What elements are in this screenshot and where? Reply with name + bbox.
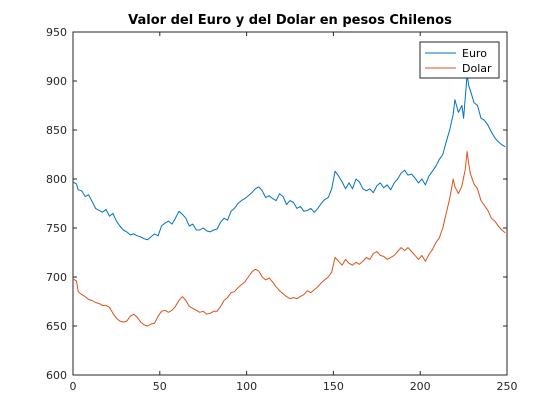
- legend-label: Euro: [462, 47, 487, 60]
- legend-label: Dolar: [462, 62, 492, 75]
- y-tick-label: 950: [46, 26, 67, 39]
- y-tick-label: 600: [46, 369, 67, 382]
- x-tick-label: 250: [497, 380, 518, 393]
- y-tick-label: 800: [46, 173, 67, 186]
- x-tick-label: 100: [236, 380, 257, 393]
- x-tick-label: 0: [70, 380, 77, 393]
- y-tick-label: 650: [46, 320, 67, 333]
- x-tick-label: 150: [323, 380, 344, 393]
- y-tick-label: 900: [46, 75, 67, 88]
- x-tick-label: 200: [410, 380, 431, 393]
- chart-title: Valor del Euro y del Dolar en pesos Chil…: [128, 13, 452, 28]
- y-tick-label: 750: [46, 222, 67, 235]
- axes-box: [73, 32, 507, 375]
- x-tick-label: 50: [153, 380, 167, 393]
- y-tick-label: 700: [46, 271, 67, 284]
- y-tick-label: 850: [46, 124, 67, 137]
- legend: Euro Dolar: [420, 42, 499, 78]
